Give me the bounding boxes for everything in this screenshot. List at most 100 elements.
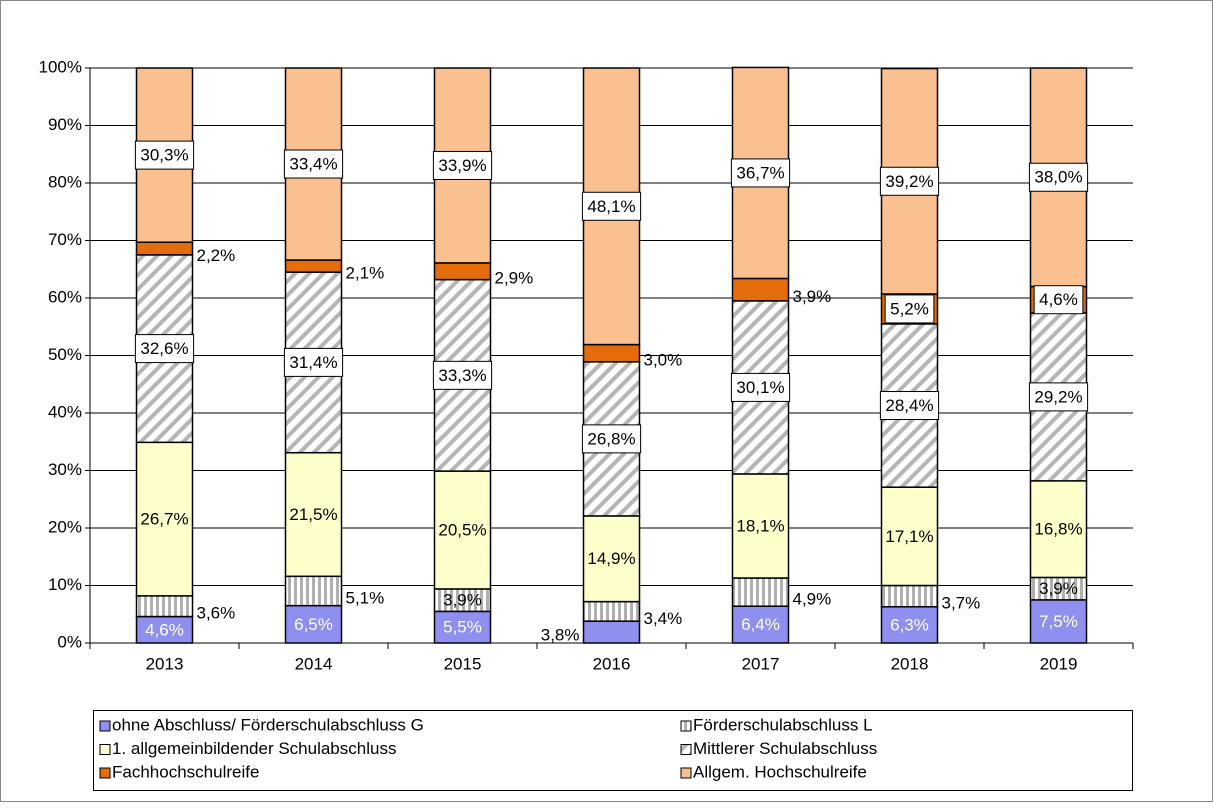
data-label: 20,5% [438,520,486,539]
data-label: 7,5% [1039,612,1078,631]
bar-segment [731,277,790,302]
bar-segment [284,575,343,607]
data-label: 3,9% [443,591,482,610]
data-label: 3,8% [541,626,580,645]
legend-label: ohne Abschluss/ Förderschulabschluss G [112,715,424,734]
y-tick-label: 30% [48,460,82,479]
data-label: 33,4% [289,155,337,174]
data-label: 4,6% [145,620,184,639]
legend-swatch [99,744,111,755]
bar-segment [284,604,343,644]
y-tick-label: 70% [48,230,82,249]
data-label: 16,8% [1034,520,1082,539]
data-label: 6,3% [890,615,929,634]
data-label: 33,3% [438,366,486,385]
data-label-box [730,372,791,402]
data-label: 5,5% [443,618,482,637]
data-label: 17,1% [885,527,933,546]
data-label-box [581,424,642,454]
data-label: 30,1% [736,378,784,397]
x-tick-label: 2016 [593,654,631,673]
y-tick-label: 0% [57,632,82,651]
bar-segment [880,486,939,587]
y-tick-label: 10% [48,575,82,594]
legend-swatch [680,767,692,779]
bar-segment [582,620,641,644]
data-label: 3,9% [793,287,832,306]
bar-segment [284,259,343,273]
bar-segment [284,451,343,578]
bar-segment [135,241,194,256]
data-label: 30,3% [140,146,188,165]
bar-segment [1029,480,1088,579]
data-label-box [879,166,940,196]
data-label: 5,1% [346,588,385,607]
data-label: 36,7% [736,163,784,182]
bar-segment [731,605,790,644]
x-tick-label: 2013 [146,654,184,673]
bar-segment [582,515,641,603]
legend-label: Allgem. Hochschulreife [693,762,867,781]
data-label: 33,9% [438,156,486,175]
data-label-box [884,294,935,324]
legend-swatch [680,720,692,732]
data-label: 6,5% [294,615,333,634]
data-label-box [432,150,493,180]
x-tick-label: 2015 [444,654,482,673]
data-label: 4,9% [793,590,832,609]
data-label: 48,1% [587,197,635,216]
bar-segment [582,343,641,363]
x-tick-label: 2017 [742,654,780,673]
y-tick-label: 40% [48,402,82,421]
data-label-box [134,140,195,170]
data-label: 2,9% [495,269,534,288]
x-tick-label: 2019 [1040,654,1078,673]
x-tick-label: 2018 [891,654,929,673]
data-label: 5,2% [890,299,929,318]
bar-segment [1029,599,1088,644]
bar-segment [880,606,939,644]
data-label-box [1028,162,1089,192]
data-label: 2,1% [346,264,385,283]
data-label: 6,4% [741,615,780,634]
bar-segment [582,600,641,622]
data-label-box [581,191,642,221]
data-label: 3,0% [644,351,683,370]
data-label-box [134,334,195,364]
data-label: 2,2% [197,246,236,265]
data-label: 32,6% [140,339,188,358]
y-tick-label: 90% [48,115,82,134]
data-label: 14,9% [587,549,635,568]
data-label: 38,0% [1034,168,1082,187]
y-tick-label: 60% [48,287,82,306]
data-label-box [432,360,493,390]
x-tick-label: 2014 [295,654,333,673]
data-label: 3,4% [644,609,683,628]
legend-label: Fachhochschulreife [112,762,259,781]
y-tick-label: 80% [48,172,82,191]
data-label: 4,6% [1039,290,1078,309]
data-label: 28,4% [885,396,933,415]
legend-swatch [99,767,111,779]
legend-label: 1. allgemeinbildender Schulabschluss [112,739,396,758]
bar-segment [135,595,194,618]
data-label-box [1033,285,1084,315]
legend-swatch [99,720,111,732]
legend-swatch [680,744,692,755]
legend-box [93,710,1133,791]
y-tick-label: 100% [39,57,82,76]
bar-segment [880,584,939,608]
data-label: 21,5% [289,505,337,524]
bar-segment [731,473,790,579]
y-tick-label: 50% [48,345,82,364]
data-label: 26,8% [587,429,635,448]
y-tick-label: 20% [48,517,82,536]
data-label-box [283,347,344,377]
data-label: 29,2% [1034,387,1082,406]
bar-segment [433,262,492,281]
bar-segment [731,577,790,607]
data-label-box [879,391,940,421]
data-label: 3,9% [1039,579,1078,598]
data-label-box [1028,382,1089,412]
